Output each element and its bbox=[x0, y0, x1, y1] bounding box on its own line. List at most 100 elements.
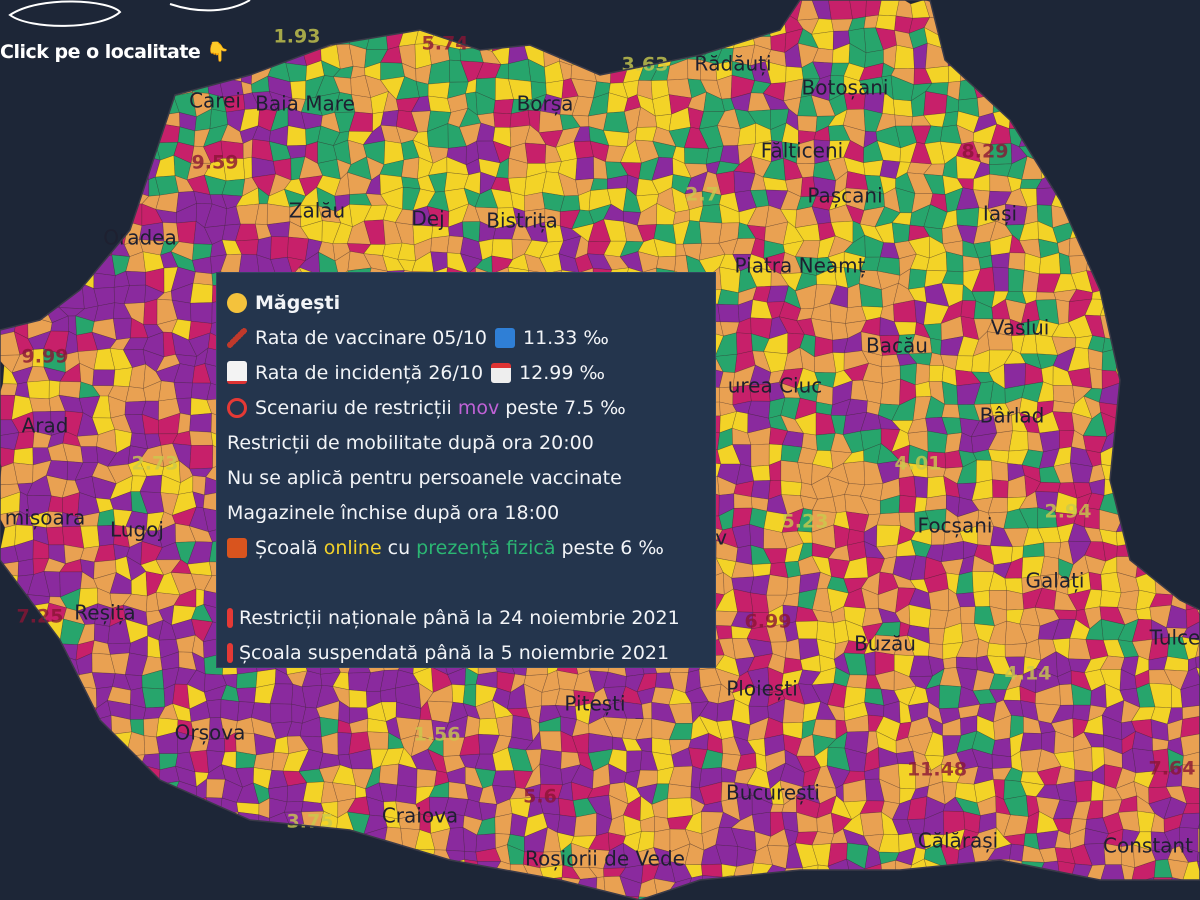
municipality bbox=[242, 156, 253, 180]
municipality bbox=[1117, 380, 1141, 406]
city-label: mișoara bbox=[5, 506, 85, 530]
municipality bbox=[127, 843, 143, 863]
municipality bbox=[31, 699, 54, 725]
municipality bbox=[1035, 74, 1060, 99]
scenario-row: Scenariu de restricții mov peste 7.5 ‰ bbox=[227, 390, 715, 425]
municipality bbox=[31, 718, 48, 739]
municipality bbox=[1133, 15, 1157, 37]
municipality bbox=[491, 770, 517, 788]
municipality bbox=[13, 656, 35, 677]
municipality bbox=[1138, 529, 1152, 549]
municipality bbox=[130, 895, 147, 900]
municipality bbox=[1182, 554, 1200, 579]
municipality bbox=[427, 876, 451, 900]
municipality bbox=[143, 795, 158, 817]
rate-label: 4.01 bbox=[895, 453, 942, 475]
municipality bbox=[1151, 33, 1169, 50]
municipality bbox=[1166, 48, 1189, 67]
municipality bbox=[93, 176, 116, 195]
municipality bbox=[555, 14, 581, 37]
municipality bbox=[1101, 140, 1125, 162]
municipality bbox=[1004, 643, 1028, 658]
municipality bbox=[991, 63, 1012, 82]
scribble bbox=[8, 0, 251, 27]
municipality bbox=[110, 95, 132, 115]
municipality bbox=[1180, 532, 1200, 548]
municipality bbox=[12, 111, 36, 129]
city-label: Focșani bbox=[918, 514, 993, 538]
municipality bbox=[1106, 17, 1122, 31]
municipality bbox=[273, 735, 290, 754]
municipality bbox=[992, 266, 1009, 292]
municipality bbox=[367, 883, 388, 900]
scenario-color: mov bbox=[457, 396, 500, 419]
municipality bbox=[991, 754, 1013, 769]
municipality bbox=[0, 126, 18, 149]
rule: Restricții de mobilitate după ora 20:00 bbox=[227, 431, 594, 454]
municipality bbox=[140, 843, 160, 863]
municipality bbox=[317, 13, 338, 34]
municipality bbox=[1, 157, 17, 177]
municipality bbox=[17, 558, 35, 577]
municipality bbox=[204, 810, 221, 835]
municipality bbox=[60, 243, 85, 256]
municipality bbox=[591, 43, 612, 61]
municipality bbox=[27, 157, 50, 178]
municipality bbox=[0, 797, 21, 818]
municipality bbox=[963, 15, 980, 31]
municipality bbox=[750, 480, 771, 500]
municipality bbox=[1086, 254, 1107, 274]
municipality bbox=[1167, 204, 1187, 227]
municipality bbox=[1035, 125, 1060, 146]
municipality bbox=[1164, 476, 1188, 502]
municipality bbox=[1164, 401, 1184, 415]
municipality bbox=[31, 193, 51, 213]
municipality bbox=[220, 831, 242, 853]
municipality bbox=[1102, 270, 1122, 291]
municipality bbox=[929, 337, 942, 356]
municipality bbox=[27, 814, 53, 833]
rate-label: 3.75 bbox=[287, 811, 334, 833]
municipality bbox=[64, 75, 85, 98]
municipality bbox=[960, 892, 977, 900]
municipality bbox=[1169, 557, 1187, 581]
municipality bbox=[1132, 172, 1156, 189]
municipality bbox=[66, 140, 84, 162]
municipality bbox=[577, 0, 595, 20]
municipality bbox=[106, 145, 126, 163]
municipality bbox=[380, 863, 405, 885]
municipality bbox=[63, 107, 82, 133]
municipality bbox=[0, 779, 13, 801]
rate-label: 1.56 bbox=[414, 724, 461, 746]
municipality bbox=[0, 572, 19, 596]
city-label: Dej bbox=[411, 207, 444, 231]
municipality bbox=[156, 77, 179, 97]
municipality bbox=[1101, 29, 1120, 48]
municipality bbox=[1148, 400, 1167, 421]
municipality bbox=[269, 892, 293, 900]
municipality bbox=[158, 878, 182, 899]
municipality bbox=[31, 737, 49, 754]
municipality bbox=[684, 0, 710, 18]
municipality bbox=[397, 893, 418, 900]
municipality bbox=[1167, 173, 1188, 194]
municipality bbox=[236, 687, 257, 703]
municipality bbox=[1102, 282, 1120, 302]
municipality bbox=[684, 147, 709, 165]
municipality bbox=[123, 779, 150, 800]
municipality bbox=[1004, 45, 1027, 67]
municipality bbox=[750, 10, 772, 37]
municipality bbox=[1066, 188, 1085, 211]
municipality bbox=[193, 860, 214, 882]
municipality bbox=[26, 671, 48, 688]
municipality bbox=[1180, 891, 1200, 900]
municipality bbox=[93, 272, 116, 289]
municipality bbox=[155, 813, 175, 834]
municipality bbox=[240, 34, 259, 52]
municipality bbox=[347, 0, 372, 21]
municipality bbox=[721, 874, 736, 898]
municipality bbox=[91, 204, 114, 225]
municipality bbox=[990, 545, 1013, 566]
municipality bbox=[204, 831, 224, 853]
municipality bbox=[189, 282, 214, 304]
